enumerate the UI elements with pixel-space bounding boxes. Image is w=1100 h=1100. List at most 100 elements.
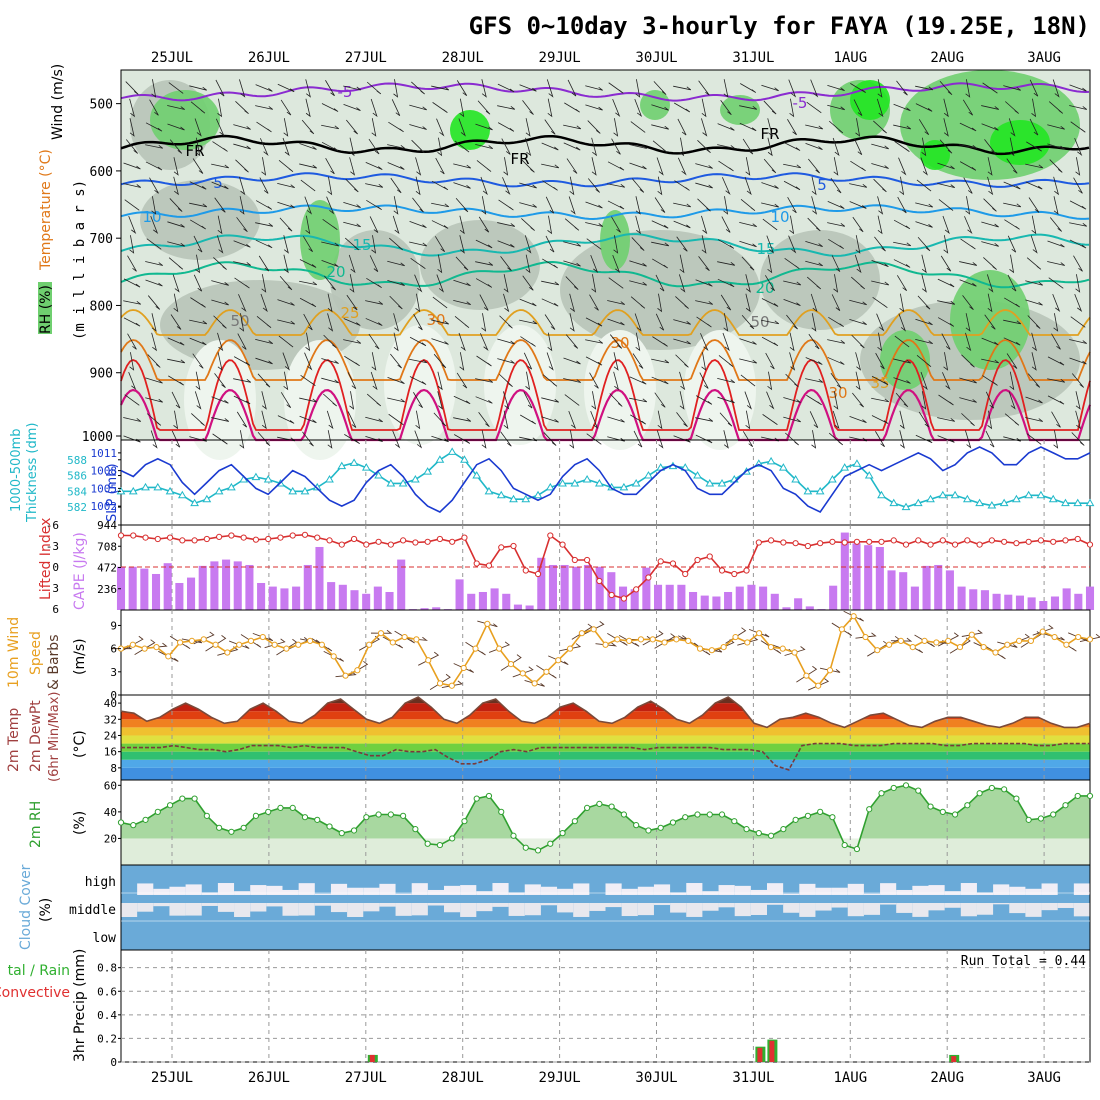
wind-barb — [766, 391, 775, 410]
wind-barb — [327, 430, 333, 449]
wind-barb — [607, 416, 625, 423]
wind-barb — [192, 353, 204, 369]
series-point — [1001, 786, 1008, 793]
cloud-high-gap — [912, 885, 929, 895]
series-point — [289, 804, 296, 811]
series-point — [398, 478, 408, 487]
surface-wind-barb — [808, 678, 830, 691]
series-point — [295, 641, 302, 648]
wind-barb — [899, 293, 905, 313]
cape-bar — [198, 565, 207, 610]
series-point — [780, 539, 787, 546]
cloud-middle-gap — [492, 903, 509, 907]
wind-barb — [255, 105, 274, 110]
series-point — [387, 541, 394, 548]
wind-barb — [127, 333, 137, 350]
wind-barb — [739, 358, 757, 364]
wind-barb — [608, 82, 624, 94]
wind-barb — [151, 196, 157, 215]
wind-barb — [586, 238, 602, 250]
wind-barb — [853, 138, 863, 155]
cloud-high-gap — [815, 887, 832, 895]
wind-barb — [326, 196, 335, 215]
cloud-high-gap — [960, 883, 977, 895]
wind-barb — [498, 199, 514, 211]
wind-barb — [695, 434, 713, 444]
temp-color-band — [121, 759, 1090, 768]
wind-barb — [962, 295, 974, 310]
wind-barb — [189, 85, 207, 91]
wind-barb — [761, 436, 780, 442]
cape-bar — [934, 564, 943, 610]
series-point — [682, 570, 689, 578]
wind-barb — [607, 183, 626, 188]
wind-barb — [150, 215, 159, 235]
series-point — [533, 490, 543, 499]
wind-barb — [635, 332, 641, 352]
series-point — [361, 463, 371, 471]
precip-panel-frame — [120, 949, 1091, 1063]
wind-barb — [343, 339, 362, 344]
wind-barb — [651, 376, 669, 385]
wind-barb — [1047, 143, 1065, 150]
cape-tick-label: 472 — [97, 562, 117, 575]
wind-barb — [302, 431, 314, 447]
wind-barb — [499, 374, 513, 387]
rh2m-axis-label: 2m RH — [28, 801, 44, 848]
wind-barb — [1053, 430, 1059, 449]
wind-barb — [789, 332, 795, 352]
wind-barb — [937, 300, 956, 305]
wind-barb — [811, 313, 817, 332]
wind-barb — [343, 318, 361, 326]
series-point — [154, 808, 161, 815]
cloud-middle-gap — [266, 903, 283, 907]
cape-bar — [210, 561, 219, 610]
wind-barb — [629, 397, 648, 403]
series-point — [964, 537, 971, 544]
wind-barb — [431, 319, 449, 325]
series-point — [176, 639, 184, 646]
wind-barb — [193, 274, 203, 292]
series-point — [485, 562, 493, 569]
wind-barb — [739, 338, 757, 345]
series-point — [862, 633, 869, 641]
surface-wind-barb — [418, 651, 440, 666]
bottom-date-label: 27JUL — [345, 1070, 387, 1086]
wind-barb — [305, 98, 311, 118]
wind-barb — [962, 99, 974, 116]
series-point — [252, 812, 260, 819]
wind-barb — [937, 317, 955, 327]
wind-barb — [629, 376, 647, 385]
wind-barb — [762, 414, 778, 425]
cape-bar — [385, 591, 394, 610]
wind-barb — [546, 352, 554, 371]
series-point — [815, 486, 825, 495]
wind-barb — [915, 202, 933, 208]
wind-barb — [915, 221, 933, 228]
wind-barb — [344, 237, 360, 251]
contour-label: 15 — [756, 240, 775, 258]
cape-tick-label: 236 — [97, 583, 117, 596]
contour-35c — [120, 359, 1091, 431]
wind-barb — [431, 202, 450, 208]
cloud-high-gap — [993, 884, 1010, 895]
wind-barb — [481, 196, 487, 215]
wind-barb — [216, 235, 224, 254]
wind-barb — [609, 334, 623, 349]
wind-barb — [673, 85, 692, 91]
wind-barb — [123, 183, 142, 188]
wind-barb — [741, 256, 755, 271]
series-point — [435, 455, 445, 463]
series-point — [165, 486, 175, 495]
cloud-middle-gap — [314, 903, 331, 906]
precip-tick-label: 0 — [110, 1056, 117, 1069]
surface-wind-barb — [784, 646, 806, 656]
wind-barb — [255, 357, 273, 365]
wind-barb — [762, 218, 778, 231]
series-point — [964, 802, 971, 809]
lifted-tick-label: -6 — [46, 519, 59, 532]
series-point — [792, 816, 799, 823]
wind-barb — [497, 222, 516, 227]
